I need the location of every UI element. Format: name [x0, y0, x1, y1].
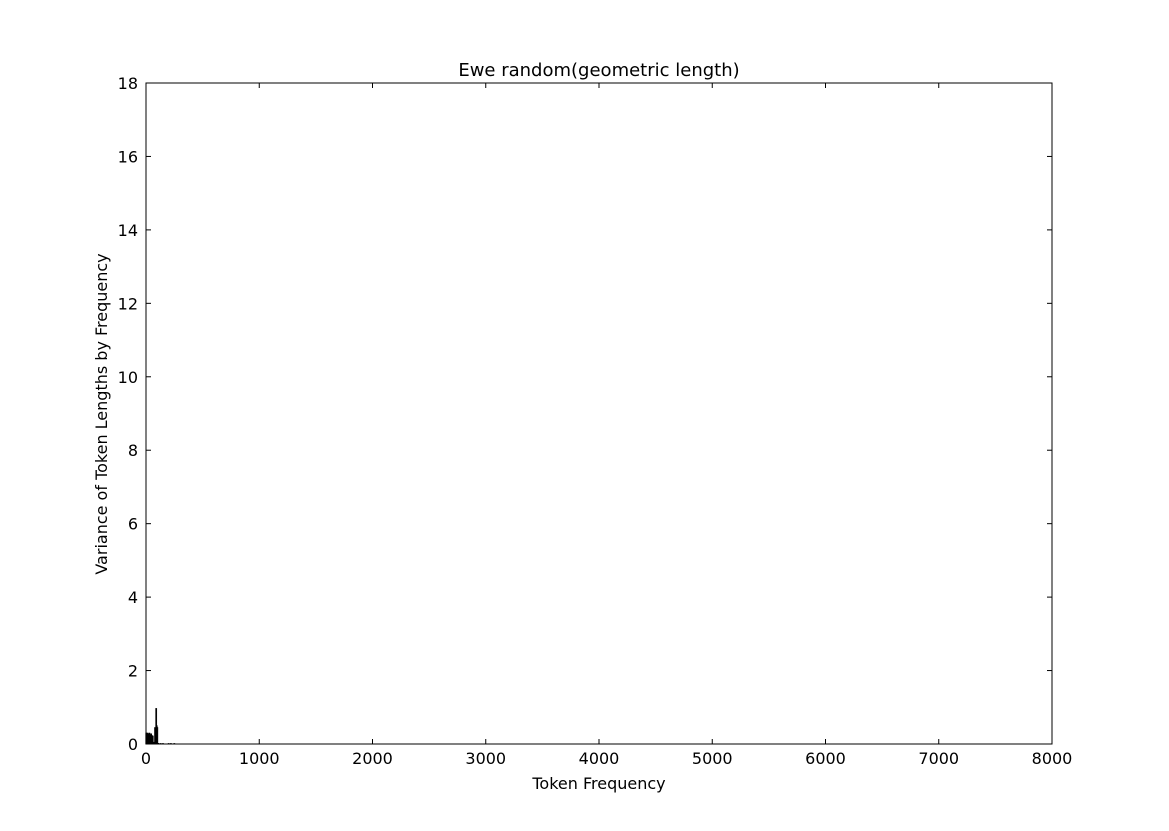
y-tick-label: 6 [128, 515, 138, 534]
chart-title: Ewe random(geometric length) [458, 60, 739, 81]
x-axis-label: Token Frequency [531, 774, 665, 793]
x-tick-label: 0 [141, 749, 151, 768]
x-tick-label: 6000 [805, 749, 846, 768]
y-tick-label: 18 [118, 74, 138, 93]
x-tick-label: 1000 [239, 749, 280, 768]
y-tick-label: 10 [118, 368, 138, 387]
y-tick-label: 12 [118, 294, 138, 313]
y-tick-label: 14 [118, 221, 138, 240]
bars-layer [145, 708, 176, 745]
x-tick-label: 7000 [918, 749, 959, 768]
y-tick-label: 0 [128, 735, 138, 754]
x-tick-label: 4000 [579, 749, 620, 768]
x-tick-label: 5000 [692, 749, 733, 768]
x-tick-label: 8000 [1032, 749, 1073, 768]
x-tick-label: 2000 [352, 749, 393, 768]
y-tick-label: 8 [128, 441, 138, 460]
y-tick-label: 16 [118, 147, 138, 166]
y-axis-label: Variance of Token Lengths by Frequency [92, 253, 111, 574]
bar [156, 727, 159, 745]
y-tick-label: 2 [128, 662, 138, 681]
x-tick-label: 3000 [465, 749, 506, 768]
ticks-layer: 0 1000 2000 3000 4000 5000 6000 7000 8000 0 2 4 6 8 10… [118, 74, 1073, 768]
y-tick-label: 4 [128, 588, 138, 607]
